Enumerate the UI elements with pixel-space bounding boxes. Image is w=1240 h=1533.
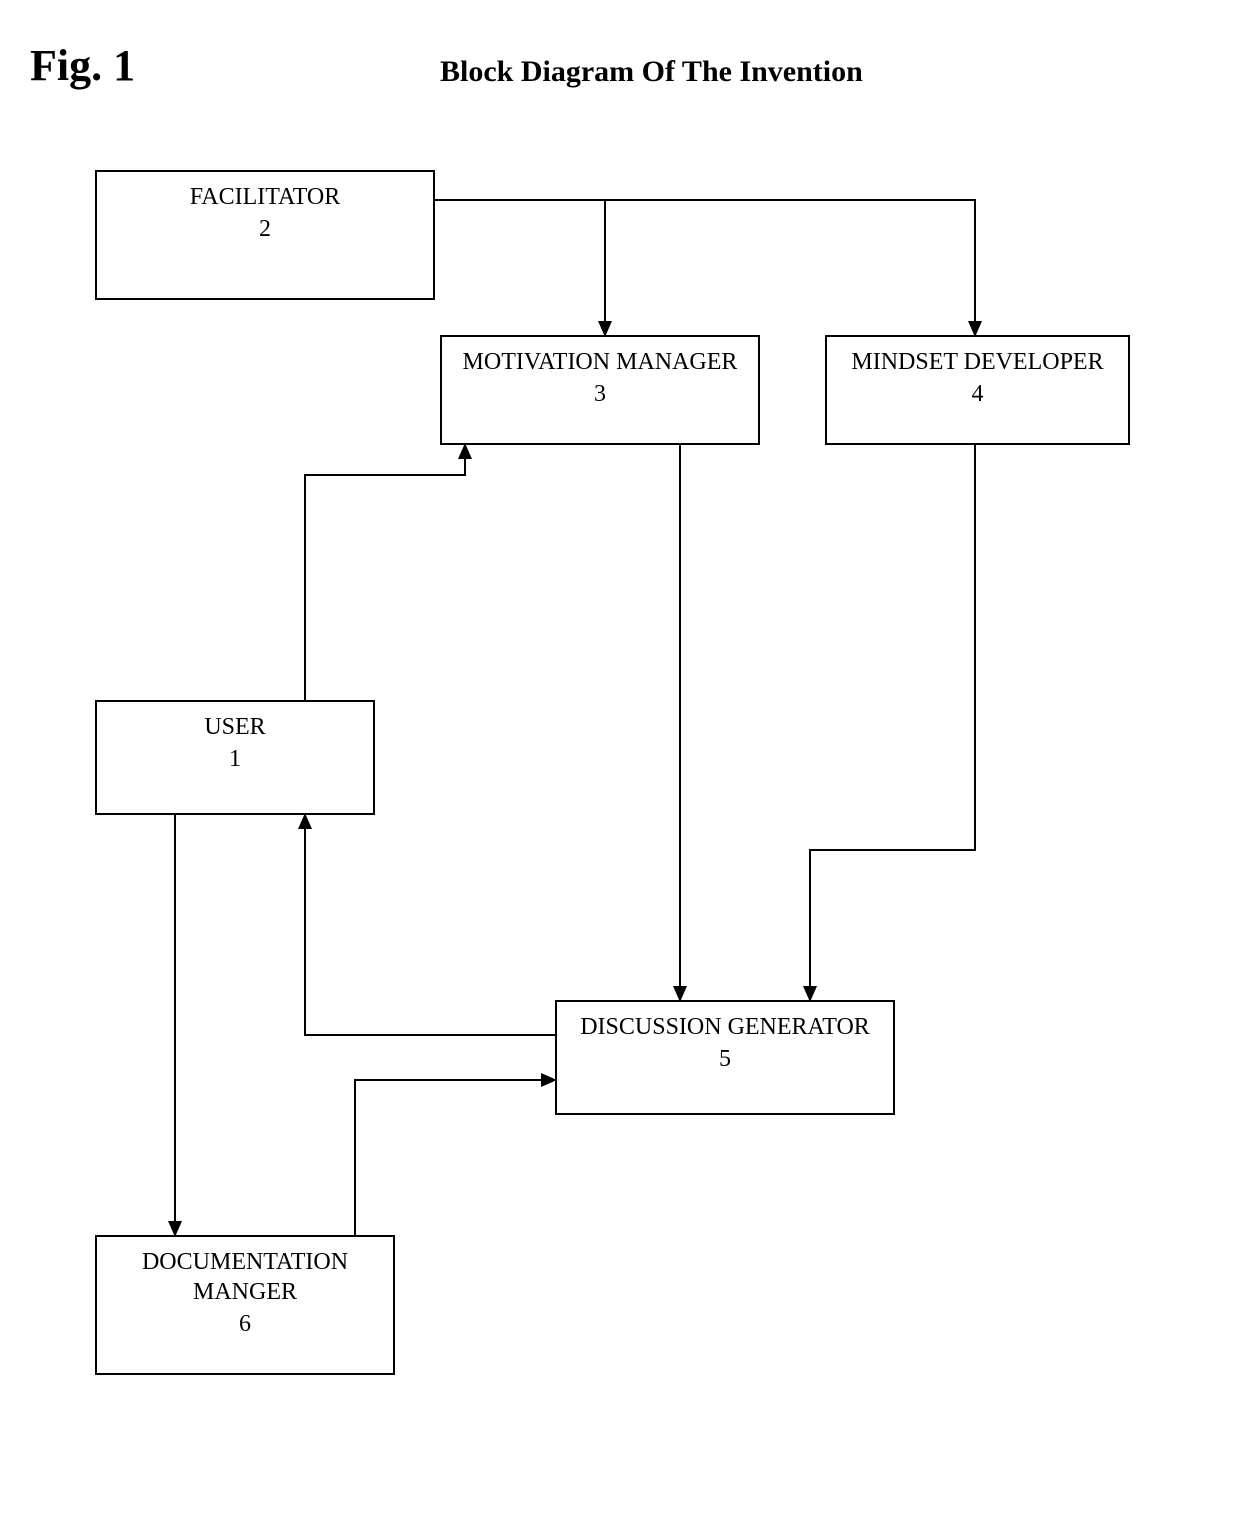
node-label: MOTIVATION MANAGER <box>463 347 738 377</box>
node-motivation-manager: MOTIVATION MANAGER 3 <box>440 335 760 445</box>
edge-documentation-to-discussion <box>355 1080 555 1235</box>
node-number: 2 <box>259 214 271 244</box>
node-number: 6 <box>239 1309 251 1339</box>
diagram-page: Fig. 1 Block Diagram Of The Invention FA… <box>0 0 1240 1533</box>
node-user: USER 1 <box>95 700 375 815</box>
node-number: 3 <box>594 379 606 409</box>
edge-discussion-to-user <box>305 815 555 1035</box>
edge-user-to-motivation <box>305 445 465 700</box>
edge-mindset-to-discussion <box>810 445 975 1000</box>
node-facilitator: FACILITATOR 2 <box>95 170 435 300</box>
node-number: 5 <box>719 1044 731 1074</box>
node-label: DISCUSSION GENERATOR <box>580 1012 870 1042</box>
figure-label: Fig. 1 <box>30 40 135 91</box>
node-label: FACILITATOR <box>190 182 341 212</box>
node-number: 1 <box>229 744 241 774</box>
node-mindset-developer: MINDSET DEVELOPER 4 <box>825 335 1130 445</box>
node-number: 4 <box>972 379 984 409</box>
node-documentation-manager: DOCUMENTATION MANGER 6 <box>95 1235 395 1375</box>
node-label: USER <box>204 712 265 742</box>
page-title: Block Diagram Of The Invention <box>440 55 863 89</box>
edge-facilitator-to-mindset <box>605 200 975 335</box>
edge-facilitator-to-motivation <box>435 200 605 335</box>
node-label: DOCUMENTATION MANGER <box>142 1247 348 1307</box>
node-label: MINDSET DEVELOPER <box>851 347 1103 377</box>
node-discussion-generator: DISCUSSION GENERATOR 5 <box>555 1000 895 1115</box>
